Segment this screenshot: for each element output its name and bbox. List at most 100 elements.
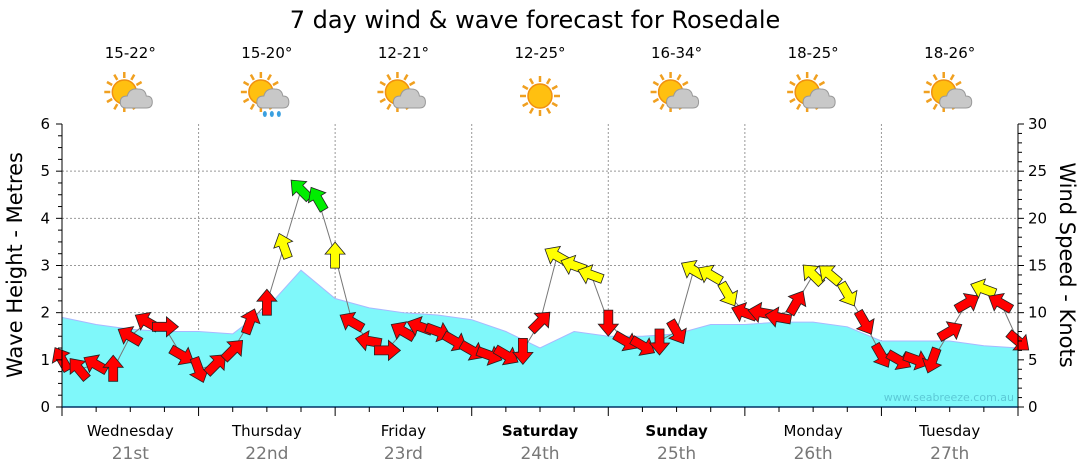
wind-arrow — [612, 330, 639, 352]
sun-ray — [796, 74, 802, 81]
day-name: Sunday — [645, 422, 708, 440]
sun-ray — [386, 103, 392, 110]
sun-ray — [676, 74, 682, 81]
wind-arrow — [802, 264, 826, 288]
sun-ray — [818, 80, 826, 87]
sun-ray — [106, 97, 113, 104]
sun — [527, 83, 553, 109]
wind-arrow — [921, 346, 943, 374]
wind-arrow — [240, 308, 261, 336]
wind-arrow — [339, 311, 366, 333]
y-tick-label-left: 2 — [40, 304, 50, 322]
sun-ray — [659, 74, 665, 81]
sun-ray — [106, 80, 113, 87]
sun-ray — [135, 80, 143, 87]
wind-arrow — [203, 354, 226, 377]
wind-arrow — [629, 335, 656, 356]
wind-arrow — [936, 321, 963, 342]
wind-arrow — [512, 337, 534, 366]
wind-arrow — [818, 265, 843, 287]
wind-arrow — [527, 311, 551, 335]
wind-arrow — [577, 264, 605, 285]
day-name: Thursday — [231, 422, 302, 440]
wind-arrows — [51, 179, 1030, 384]
partly-cloudy-icon — [650, 72, 700, 112]
sun-ray — [403, 74, 409, 81]
sun-ray — [925, 97, 933, 104]
partly-cloudy-icon — [787, 72, 836, 112]
watermark: www.seabreeze.com.au — [884, 391, 1014, 404]
sun-ray — [266, 74, 272, 81]
cloud — [256, 88, 290, 109]
y-tick-label-left: 0 — [40, 398, 50, 416]
sun-ray — [551, 84, 558, 91]
sun-ray — [789, 97, 796, 104]
sun-ray — [528, 107, 535, 114]
wind-arrow — [717, 280, 738, 307]
sun-ray — [551, 101, 558, 108]
cloud — [939, 88, 973, 109]
sun-ray — [813, 74, 819, 81]
sun-ray — [949, 74, 955, 81]
wind-arrow — [853, 308, 875, 335]
wind-arrow — [102, 354, 125, 382]
partly-cloudy-icon — [377, 72, 426, 112]
wind-arrow — [307, 186, 329, 213]
day-date: 22nd — [245, 444, 288, 464]
day-name: Monday — [784, 422, 843, 440]
raindrop — [276, 111, 281, 117]
axes: 0 1 2 3 4 5 6 0 5 10 15 20 25 30 — [40, 115, 1047, 416]
y-tick-label-right: 10 — [1028, 304, 1047, 322]
wind-arrow — [953, 293, 980, 314]
temperature-range: 12-25° — [514, 44, 565, 62]
wind-arrow — [970, 278, 998, 299]
sunny-icon — [520, 76, 560, 116]
sun-ray — [659, 103, 665, 110]
sun-ray — [386, 74, 392, 81]
sun-ray — [955, 80, 962, 87]
y-tick-label-left: 1 — [40, 351, 50, 369]
cloud — [666, 88, 700, 109]
day-date: 27th — [930, 444, 969, 464]
wind-arrow — [597, 309, 620, 337]
wind-arrow — [1005, 329, 1030, 351]
y-axis-right-label: Wind Speed - Knots — [1055, 162, 1079, 367]
wind-arrow — [666, 318, 687, 345]
cloud — [119, 88, 153, 109]
y-tick-label-right: 15 — [1028, 257, 1047, 275]
day-date: 25th — [657, 444, 696, 464]
chart-title: 7 day wind & wave forecast for Rosedale — [290, 6, 781, 34]
day-date: 21st — [112, 444, 149, 464]
wind-arrow — [785, 290, 807, 317]
wave-height-area — [61, 269, 1019, 408]
temperature-range: 18-25° — [788, 44, 839, 62]
wind-arrow — [151, 315, 180, 338]
raindrop — [269, 111, 274, 117]
temperature-range: 12-21° — [378, 44, 429, 62]
sun-ray — [379, 97, 386, 104]
wind-arrow — [492, 344, 519, 366]
day-date: 24th — [520, 444, 559, 464]
sun-ray — [925, 80, 933, 87]
y-tick-label-right: 5 — [1028, 351, 1038, 369]
day-date: 23rd — [384, 444, 423, 464]
sun-ray — [113, 74, 119, 81]
y-axis-left-label: Wave Height - Metres — [3, 152, 27, 378]
y-tick-label-left: 6 — [40, 115, 50, 133]
day-name: Tuesday — [918, 422, 980, 440]
wind-arrow — [83, 354, 110, 376]
wind-arrow — [324, 241, 346, 269]
sun-ray — [130, 74, 136, 81]
wind-arrow — [69, 358, 91, 382]
day-date: 26th — [794, 444, 833, 464]
rain-icon — [240, 72, 290, 117]
cloud — [392, 88, 426, 109]
sun-ray — [249, 103, 255, 110]
y-tick-label-right: 25 — [1028, 162, 1047, 180]
sun-ray — [242, 80, 250, 87]
sun-ray — [522, 84, 529, 91]
raindrop — [262, 111, 267, 117]
wind-arrow — [698, 264, 724, 286]
sun-ray — [545, 78, 552, 85]
sun-ray — [932, 103, 938, 110]
